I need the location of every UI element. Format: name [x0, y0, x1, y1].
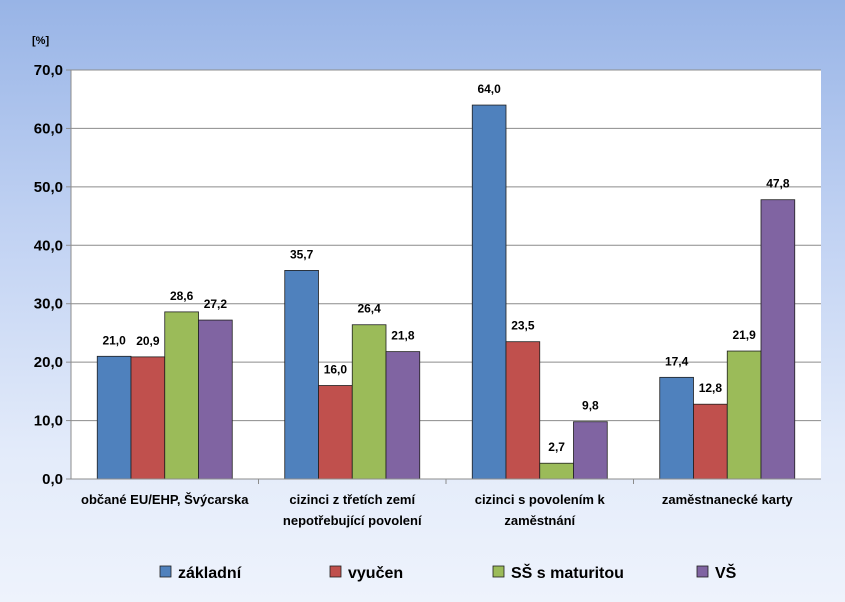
- legend-swatch: [492, 565, 505, 578]
- y-tick-labels: 0,0 10,0 20,0 30,0 40,0 50,0 60,0 70,0: [34, 62, 63, 488]
- bar-2: [505, 341, 541, 480]
- data-label: 21,8: [391, 329, 415, 343]
- bar-1: [659, 376, 694, 480]
- bar-3: [539, 462, 574, 480]
- y-tick-label: 70,0: [34, 62, 63, 79]
- bar-1: [96, 355, 132, 480]
- bar-4: [385, 351, 421, 480]
- unit-label: [%]: [32, 35, 49, 47]
- legend-swatch: [696, 565, 709, 578]
- data-label: 27,2: [204, 297, 228, 311]
- data-label: 21,9: [732, 328, 756, 342]
- category-labels: občané EU/EHP, Švýcarska cizinci z třetíc…: [81, 492, 793, 528]
- data-label: 2,7: [548, 440, 565, 454]
- y-tick-label: 60,0: [34, 120, 63, 137]
- category-label: cizinci s povolením k: [475, 492, 606, 507]
- data-label: 21,0: [102, 333, 126, 347]
- legend: základní vyučen SŠ s maturitou VŠ: [159, 563, 737, 582]
- category-label: zaměstnanecké karty: [662, 492, 794, 507]
- data-label: 26,4: [357, 302, 381, 316]
- legend-swatch: [329, 565, 342, 578]
- category-label: nepotřebující povolení: [283, 513, 422, 528]
- legend-label: SŠ s maturitou: [511, 563, 624, 582]
- bar-3: [726, 350, 762, 480]
- y-tick-label: 40,0: [34, 237, 63, 254]
- y-tick-label: 0,0: [42, 471, 63, 488]
- bar-2: [130, 356, 166, 480]
- y-tick-label: 10,0: [34, 413, 63, 430]
- data-label: 12,8: [699, 381, 723, 395]
- data-label: 17,4: [665, 354, 689, 368]
- data-labels: 21,0 20,9 28,6 27,2 35,7 16,0 26,4 21,8 64,0 23,5…: [102, 82, 789, 454]
- data-label: 64,0: [477, 82, 501, 96]
- y-tick-label: 50,0: [34, 179, 63, 196]
- category-label: zaměstnání: [504, 513, 575, 528]
- data-label: 9,8: [582, 399, 599, 413]
- axes: [66, 69, 821, 484]
- data-label: 47,8: [766, 177, 790, 191]
- data-label: 20,9: [136, 334, 160, 348]
- data-label: 28,6: [170, 289, 194, 303]
- bar-2: [318, 385, 353, 480]
- data-label: 23,5: [511, 319, 535, 333]
- data-label: 16,0: [324, 363, 348, 377]
- category-label: cizinci z třetích zemí: [289, 492, 415, 507]
- legend-label: vyučen: [348, 565, 403, 582]
- bar-4: [760, 199, 796, 480]
- legend-label: základní: [178, 565, 242, 582]
- bar-3: [351, 324, 387, 480]
- y-tick-label: 30,0: [34, 296, 63, 313]
- legend-label: VŠ: [715, 563, 737, 582]
- bar-3: [164, 311, 199, 480]
- category-label: občané EU/EHP, Švýcarska: [81, 492, 249, 507]
- bar-1: [284, 270, 319, 480]
- bar-1: [471, 104, 507, 480]
- bar-4: [573, 421, 608, 480]
- bar-4: [198, 319, 233, 480]
- y-tick-label: 20,0: [34, 354, 63, 371]
- bar-2: [693, 403, 728, 480]
- legend-swatch: [159, 565, 172, 578]
- data-label: 35,7: [290, 247, 314, 261]
